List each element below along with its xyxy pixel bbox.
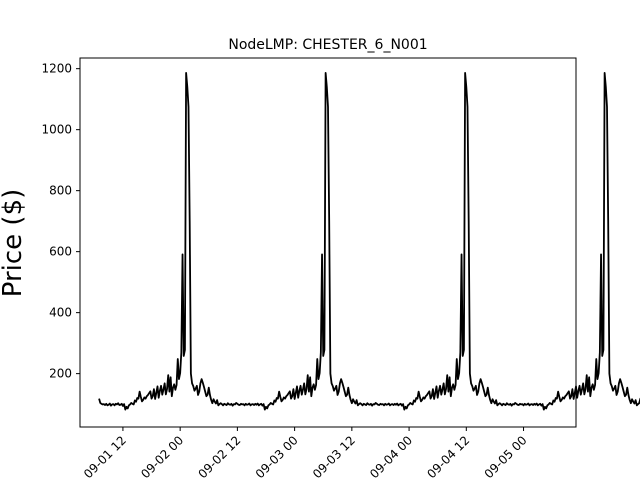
- plot-frame: [79, 57, 577, 428]
- x-tick-label: 09-04 00: [367, 433, 415, 480]
- y-axis-label: Price ($): [0, 189, 28, 298]
- series-line: [98, 72, 640, 411]
- y-tick-label: 800: [49, 184, 72, 198]
- x-tick-label: 09-02 00: [138, 433, 186, 480]
- y-tick-label: 600: [49, 245, 72, 259]
- x-axis-ticks: 09-01 12 09-02 00 09-02 12 09-03 00 09-03 12…: [81, 427, 530, 480]
- y-tick-label: 1000: [41, 123, 72, 137]
- x-tick-label: 09-03 00: [253, 433, 301, 480]
- y-tick-label: 400: [49, 306, 72, 320]
- x-tick-label: 09-04 12: [424, 433, 472, 480]
- y-tick-label: 1200: [41, 62, 72, 76]
- chart-title: NodeLMP: CHESTER_6_N001: [228, 37, 427, 53]
- plot-area: [98, 72, 640, 411]
- x-tick-label: 09-05 00: [482, 433, 530, 480]
- x-tick-label: 09-02 12: [195, 433, 243, 480]
- x-tick-label: 09-03 12: [310, 433, 358, 480]
- y-tick-label: 200: [49, 367, 72, 381]
- y-axis-ticks: 200 400 600 800 1000 1200: [41, 62, 80, 381]
- x-tick-label: 09-01 12: [81, 433, 129, 480]
